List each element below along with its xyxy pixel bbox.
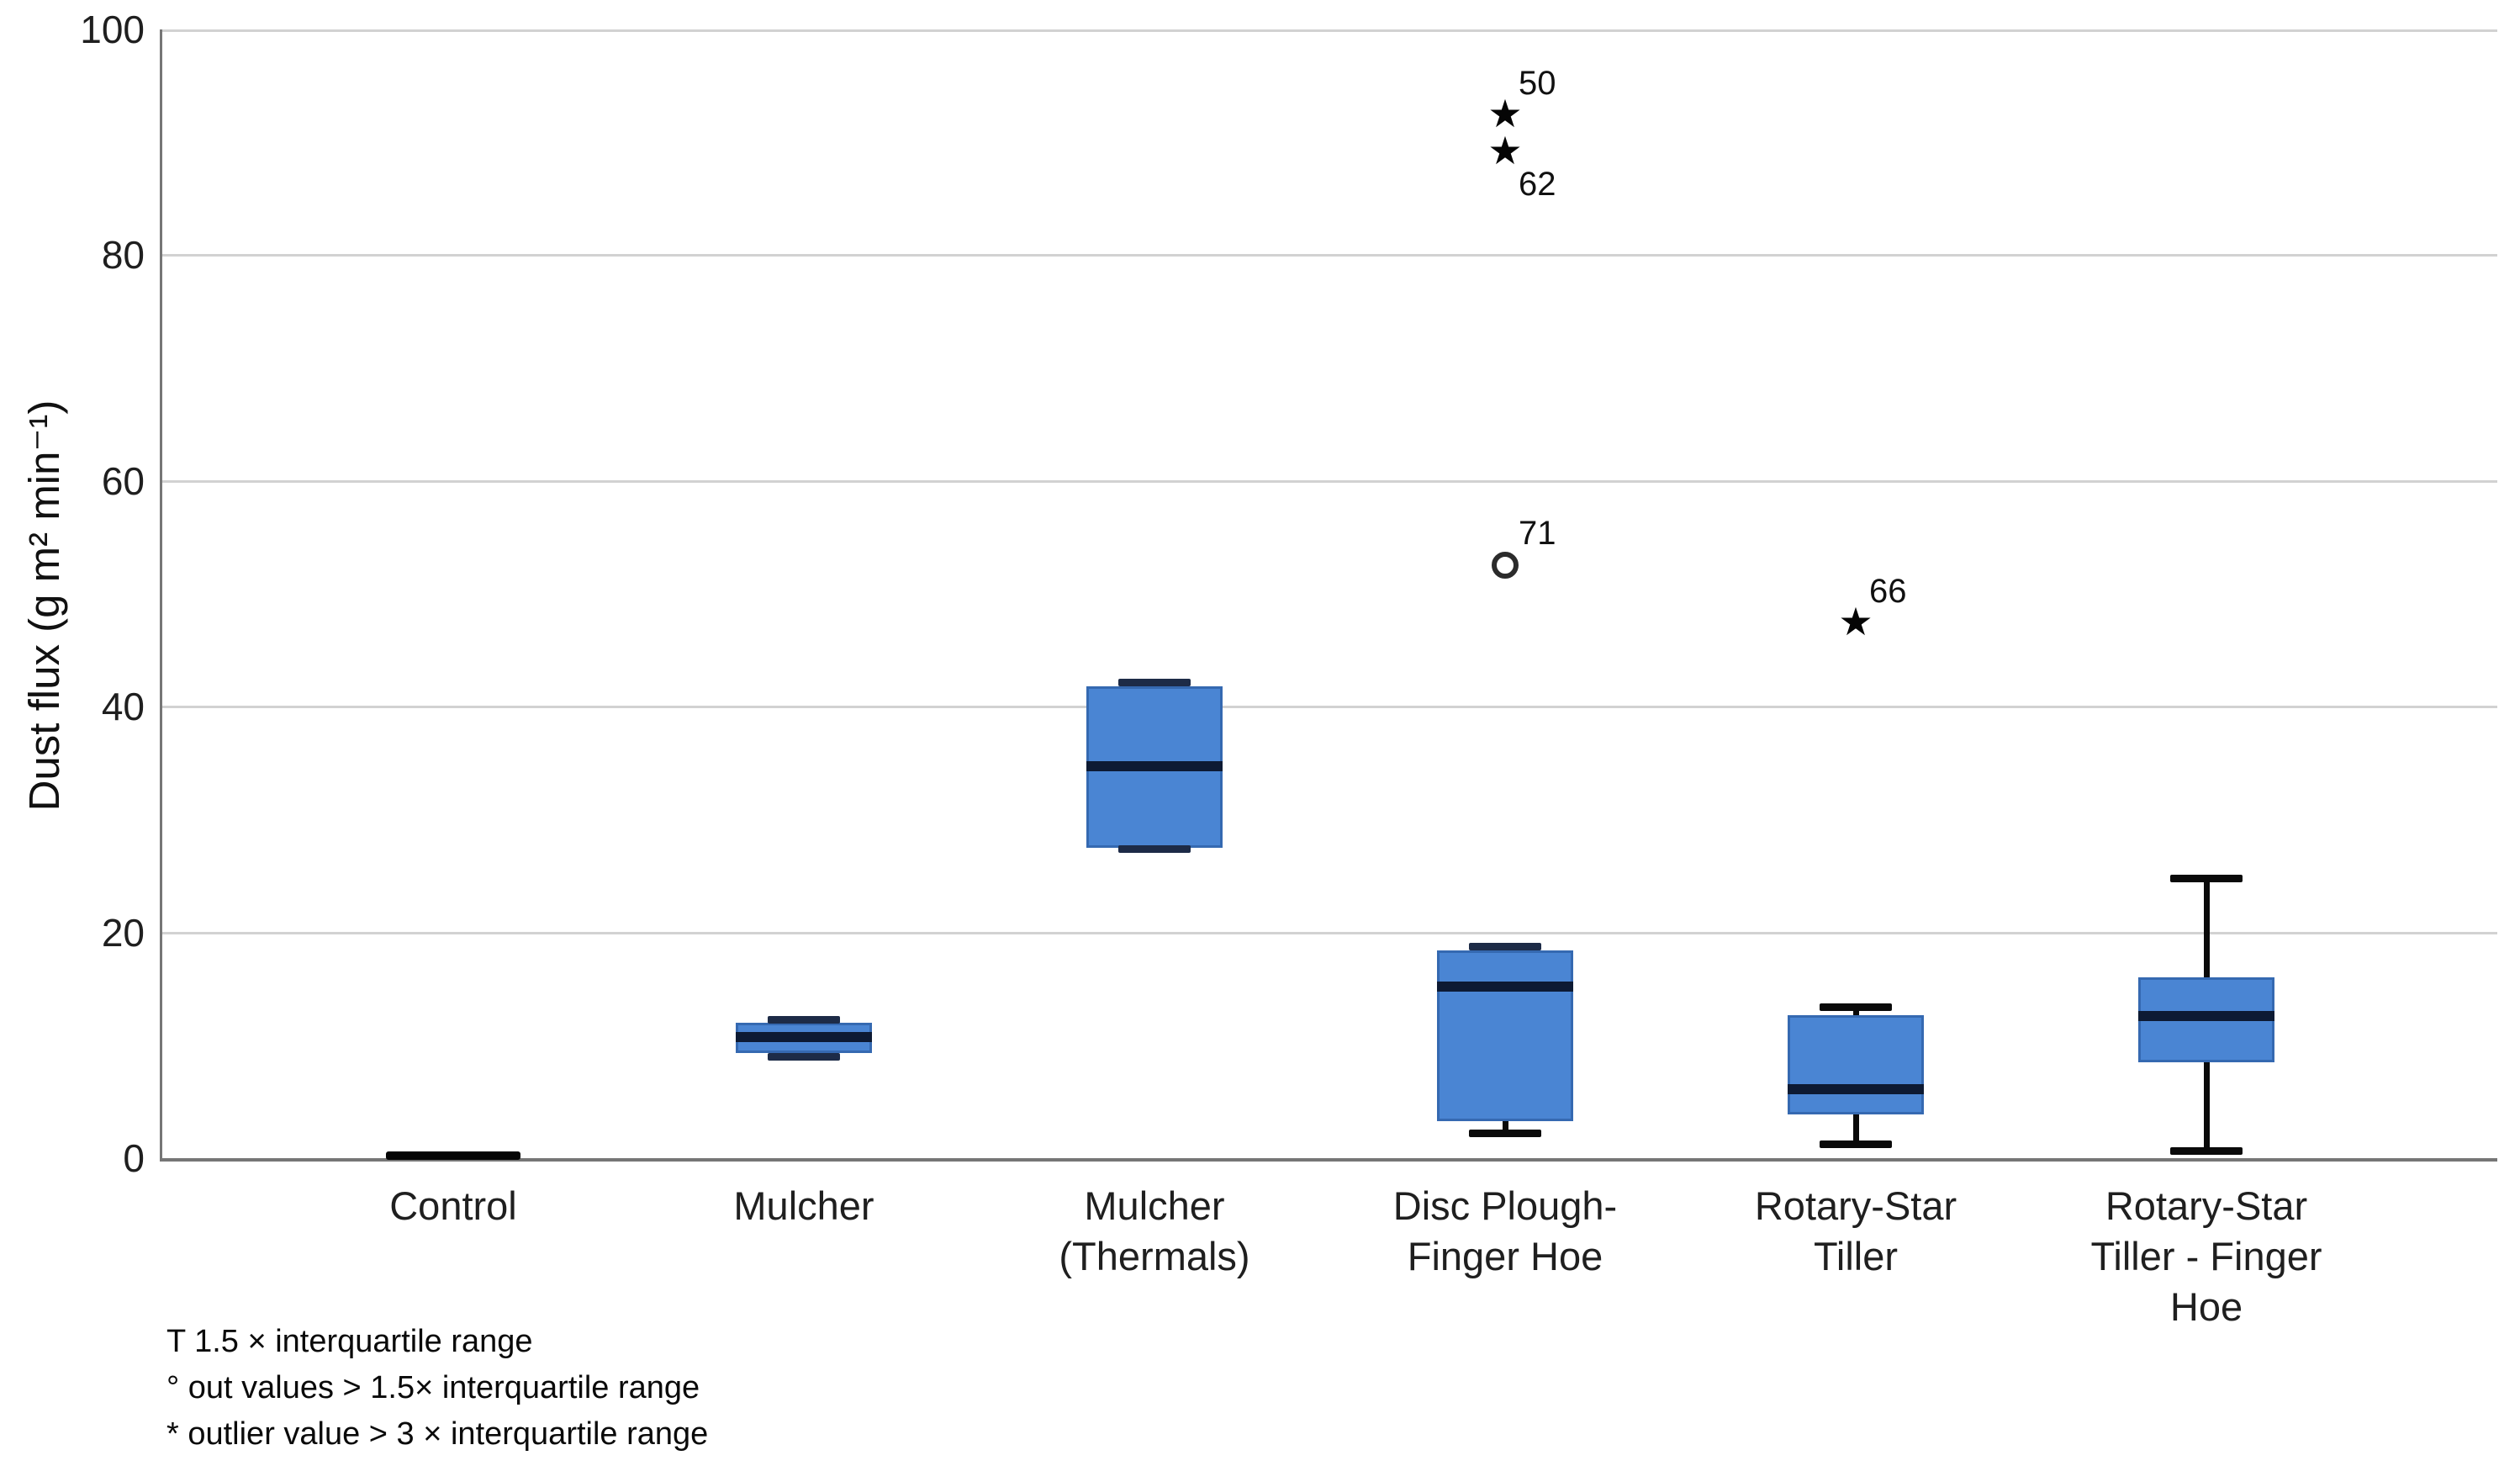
x-tick-label-line: Rotary-Star [1754, 1183, 1957, 1228]
y-tick-label-0: 0 [123, 1136, 145, 1180]
x-tick-label-rotary-star-tiller: Rotary-Star Tiller [1658, 1181, 2053, 1282]
y-axis-title: Dust flux (g m² min⁻¹) [20, 400, 68, 812]
outlier-star-disc-plough-finger-hoe: ★ [1487, 91, 1523, 135]
x-tick-label-line: Control [389, 1183, 517, 1228]
median-bar-control [386, 1151, 520, 1161]
legend-footnotes: T 1.5 × interquartile range ° out values… [166, 1319, 708, 1458]
y-tick-label-100: 100 [80, 8, 145, 51]
lower-whisker-cap-rotary-star-tiller [1820, 1140, 1892, 1148]
lower-whisker-cap-mulcher [768, 1053, 840, 1061]
x-tick-label-line: Rotary-Star [2105, 1183, 2308, 1228]
median-line-mulcher [736, 1032, 872, 1043]
median-line-mulcher-thermals- [1086, 761, 1223, 772]
outlier-star-rotary-star-tiller: ★ [1838, 599, 1873, 643]
lower-whisker-cap-mulcher-thermals- [1118, 845, 1191, 854]
upper-whisker-cap-mulcher [768, 1015, 840, 1024]
x-tick-label-rotary-star-tiller-finger-hoe: Rotary-Star Tiller - Finger Hoe [2009, 1181, 2404, 1332]
lower-whisker-cap-disc-plough-finger-hoe [1469, 1130, 1541, 1138]
upper-whisker-cap-rotary-star-tiller-finger-hoe [2170, 875, 2243, 883]
x-tick-label-mulcher: Mulcher [606, 1181, 1001, 1231]
plot-top-border [161, 29, 2497, 32]
outlier-case-label-disc-plough-finger-hoe: 71 [1519, 515, 1556, 553]
gridline-20 [161, 931, 2497, 934]
outlier-case-label-disc-plough-finger-hoe: 50 [1519, 64, 1556, 102]
lower-whisker-rotary-star-tiller [1853, 1114, 1859, 1144]
upper-whisker-cap-rotary-star-tiller [1820, 1003, 1892, 1012]
x-tick-label-line: Mulcher [1084, 1183, 1225, 1228]
x-tick-label-line: Disc Plough- [1392, 1183, 1618, 1228]
footnote-outlier-values: * outlier value > 3 × interquartile rang… [166, 1416, 709, 1452]
x-tick-label-line: Tiller - Finger [2090, 1234, 2322, 1278]
y-tick-label-20: 20 [101, 910, 145, 955]
median-line-rotary-star-tiller [1788, 1084, 1924, 1095]
gridline-80 [161, 254, 2497, 257]
y-tick-label-60: 60 [101, 458, 145, 503]
outlier-case-label-rotary-star-tiller: 66 [1869, 572, 1907, 610]
box-rotary-star-tiller [1788, 1014, 1924, 1114]
x-tick-label-line: Hoe [2169, 1284, 2243, 1329]
y-tick-label-80: 80 [101, 233, 145, 278]
x-tick-label-control: Control [256, 1181, 651, 1231]
y-tick-label-40: 40 [101, 685, 145, 729]
y-axis-line [160, 29, 162, 1160]
outlier-circle-disc-plough-finger-hoe [1492, 552, 1519, 580]
median-line-disc-plough-finger-hoe [1437, 982, 1573, 992]
median-line-rotary-star-tiller-finger-hoe [2138, 1010, 2274, 1021]
box-disc-plough-finger-hoe [1437, 950, 1573, 1121]
x-tick-label-disc-plough-finger-hoe: Disc Plough- Finger Hoe [1308, 1181, 1703, 1282]
x-tick-label-line: Mulcher [733, 1183, 874, 1228]
upper-whisker-cap-disc-plough-finger-hoe [1469, 942, 1541, 950]
upper-whisker-cap-mulcher-thermals- [1118, 678, 1191, 686]
footnote-out-values: ° out values > 1.5× interquartile range [166, 1370, 700, 1405]
lower-whisker-cap-rotary-star-tiller-finger-hoe [2170, 1146, 2243, 1155]
gridline-40 [161, 706, 2497, 709]
upper-whisker-rotary-star-tiller-finger-hoe [2204, 878, 2210, 978]
x-axis-line [160, 1158, 2497, 1162]
outlier-star-disc-plough-finger-hoe: ★ [1487, 129, 1523, 173]
footnote-whisker-range: T 1.5 × interquartile range [166, 1324, 533, 1359]
lower-whisker-disc-plough-finger-hoe [1503, 1120, 1508, 1134]
outlier-case-label-disc-plough-finger-hoe: 62 [1519, 166, 1556, 204]
lower-whisker-rotary-star-tiller-finger-hoe [2204, 1061, 2210, 1151]
x-tick-label-line: (Thermals) [1059, 1234, 1250, 1278]
x-tick-label-line: Finger Hoe [1407, 1234, 1603, 1278]
gridline-60 [161, 479, 2497, 483]
x-tick-label-line: Tiller [1813, 1234, 1899, 1278]
x-tick-label-mulcher-thermals-: Mulcher (Thermals) [957, 1181, 1352, 1282]
